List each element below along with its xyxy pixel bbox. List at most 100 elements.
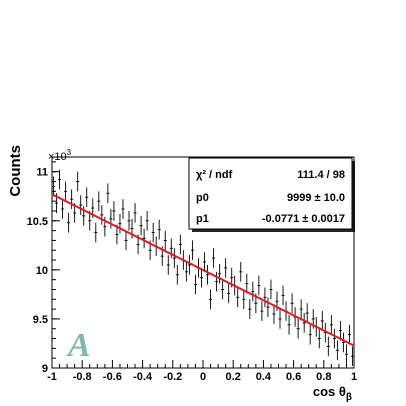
data-point xyxy=(85,187,89,208)
data-point xyxy=(124,230,128,251)
data-point xyxy=(308,324,312,345)
data-point xyxy=(266,297,270,317)
data-point xyxy=(299,299,303,319)
data-point xyxy=(209,289,213,310)
data-point xyxy=(320,311,324,331)
data-point xyxy=(263,287,267,308)
data-point xyxy=(64,181,68,202)
x-tick-label: -1 xyxy=(47,371,57,383)
x-tick-label: 0.2 xyxy=(226,371,241,383)
x-tick-label: 1 xyxy=(351,371,357,383)
data-point xyxy=(329,315,333,335)
stats-value-p1: -0.0771 ± 0.0017 xyxy=(262,213,345,225)
data-point xyxy=(100,205,104,225)
fit-stats-box: χ² / ndf 111.4 / 98 p0 9999 ± 10.0 p1 -0… xyxy=(188,157,355,232)
y-tick-label: 9 xyxy=(42,363,48,375)
y-multiplier-exponent: 3 xyxy=(67,148,72,157)
data-point xyxy=(341,332,345,353)
data-point xyxy=(251,281,255,302)
data-point xyxy=(58,169,62,190)
x-axis-label-subscript: β xyxy=(346,392,352,403)
data-point xyxy=(350,346,354,367)
fit-line xyxy=(51,193,355,347)
data-point xyxy=(118,213,122,234)
data-point xyxy=(145,210,149,231)
data-point xyxy=(172,248,176,268)
data-point xyxy=(236,287,240,308)
y-multiplier: ×103 xyxy=(48,148,72,163)
data-point xyxy=(221,279,225,300)
x-tick-label: 0 xyxy=(200,371,206,383)
data-point xyxy=(290,293,294,314)
data-point xyxy=(127,210,131,231)
data-point xyxy=(67,212,71,233)
data-point xyxy=(52,176,56,197)
data-point xyxy=(203,252,207,272)
data-point xyxy=(335,340,339,361)
data-point xyxy=(157,219,161,240)
data-point xyxy=(206,264,210,285)
data-point xyxy=(305,303,309,323)
y-axis-ticks: 9 9.5 10 10.5 11 xyxy=(27,161,60,375)
y-tick-label: 10.5 xyxy=(27,216,48,228)
y-tick-label: 11 xyxy=(36,167,48,179)
x-tick-label: 0.4 xyxy=(256,371,272,383)
data-point xyxy=(79,195,83,215)
x-axis-label: cos θβ xyxy=(313,384,352,403)
x-axis-ticks: -1 -0.8 -0.6 -0.4 -0.2 0 0.2 0.4 0.6 0.8 1 xyxy=(47,360,357,383)
y-axis-label: Counts xyxy=(7,145,24,197)
data-point xyxy=(97,191,101,211)
data-point xyxy=(61,199,65,219)
data-point xyxy=(317,328,321,349)
data-point xyxy=(218,263,222,284)
data-point xyxy=(184,262,188,282)
stats-value-chi2: 111.4 / 98 xyxy=(297,169,345,181)
data-point xyxy=(257,275,261,296)
data-point xyxy=(142,228,146,249)
error-bars xyxy=(52,169,354,367)
x-tick-label: -0.4 xyxy=(133,371,153,383)
x-tick-label: 0.6 xyxy=(286,371,301,383)
data-point xyxy=(187,255,191,275)
data-point xyxy=(163,230,167,251)
data-point xyxy=(115,224,119,245)
x-tick-label: -0.8 xyxy=(73,371,92,383)
data-point xyxy=(199,267,203,288)
data-point xyxy=(193,274,197,295)
data-point xyxy=(121,199,125,219)
data-point xyxy=(302,313,306,333)
data-point xyxy=(212,248,216,268)
data-point xyxy=(224,258,228,278)
y-tick-label: 9.5 xyxy=(33,314,48,326)
data-point xyxy=(109,209,113,229)
y-tick-label: 10 xyxy=(36,265,48,277)
data-point xyxy=(133,203,137,223)
data-point xyxy=(175,264,179,285)
data-point xyxy=(70,189,74,210)
data-point xyxy=(326,336,330,357)
stats-value-p0: 9999 ± 10.0 xyxy=(287,192,345,204)
data-point xyxy=(281,285,285,306)
x-tick-label: -0.2 xyxy=(163,371,182,383)
data-point xyxy=(166,255,170,275)
data-point xyxy=(76,171,80,192)
data-point xyxy=(269,279,273,300)
data-point xyxy=(272,304,276,324)
stats-label-chi2: χ² / ndf xyxy=(196,169,233,181)
data-point xyxy=(278,309,282,329)
panel-letter: A xyxy=(66,327,91,364)
data-point xyxy=(260,301,264,321)
data-point xyxy=(94,222,98,243)
data-point xyxy=(215,271,219,292)
data-point xyxy=(112,201,116,221)
data-point xyxy=(190,240,194,261)
data-point xyxy=(332,328,336,349)
x-tick-label: 0.8 xyxy=(316,371,331,383)
data-point xyxy=(245,273,249,294)
y-multiplier-base: ×10 xyxy=(48,151,67,163)
data-point xyxy=(227,283,231,304)
data-point xyxy=(139,215,143,236)
data-point xyxy=(239,262,243,282)
x-tick-label: -0.6 xyxy=(103,371,122,383)
